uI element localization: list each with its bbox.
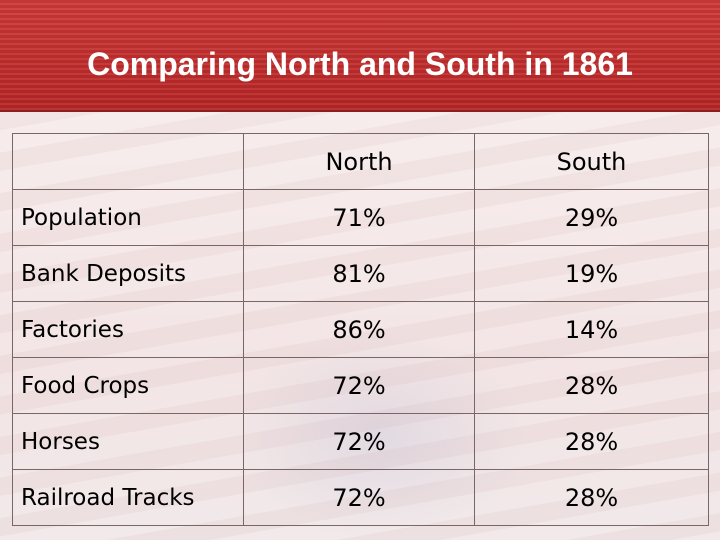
header-cell-north: North — [243, 133, 475, 190]
row-label: Horses — [12, 413, 244, 470]
row-label: Factories — [12, 301, 244, 358]
north-value: 86% — [243, 301, 475, 358]
table-header-row: North South — [12, 133, 709, 190]
north-value: 72% — [243, 413, 475, 470]
south-value: 19% — [474, 245, 709, 302]
row-label: Railroad Tracks — [12, 469, 244, 526]
comparison-table: North South Population 71% 29% Bank Depo… — [12, 133, 709, 526]
banner-divider — [0, 110, 720, 112]
table-row: Food Crops 72% 28% — [12, 357, 709, 414]
title-banner — [0, 0, 720, 110]
table-row: Factories 86% 14% — [12, 301, 709, 358]
header-cell-empty — [12, 133, 244, 190]
table-row: Railroad Tracks 72% 28% — [12, 469, 709, 526]
south-value: 29% — [474, 189, 709, 246]
south-value: 28% — [474, 469, 709, 526]
table-row: Horses 72% 28% — [12, 413, 709, 470]
table-row: Population 71% 29% — [12, 189, 709, 246]
south-value: 14% — [474, 301, 709, 358]
south-value: 28% — [474, 357, 709, 414]
south-value: 28% — [474, 413, 709, 470]
north-value: 71% — [243, 189, 475, 246]
north-value: 72% — [243, 469, 475, 526]
row-label: Food Crops — [12, 357, 244, 414]
north-value: 72% — [243, 357, 475, 414]
row-label: Population — [12, 189, 244, 246]
header-cell-south: South — [474, 133, 709, 190]
table-row: Bank Deposits 81% 19% — [12, 245, 709, 302]
north-value: 81% — [243, 245, 475, 302]
row-label: Bank Deposits — [12, 245, 244, 302]
slide-title: Comparing North and South in 1861 — [87, 46, 633, 82]
